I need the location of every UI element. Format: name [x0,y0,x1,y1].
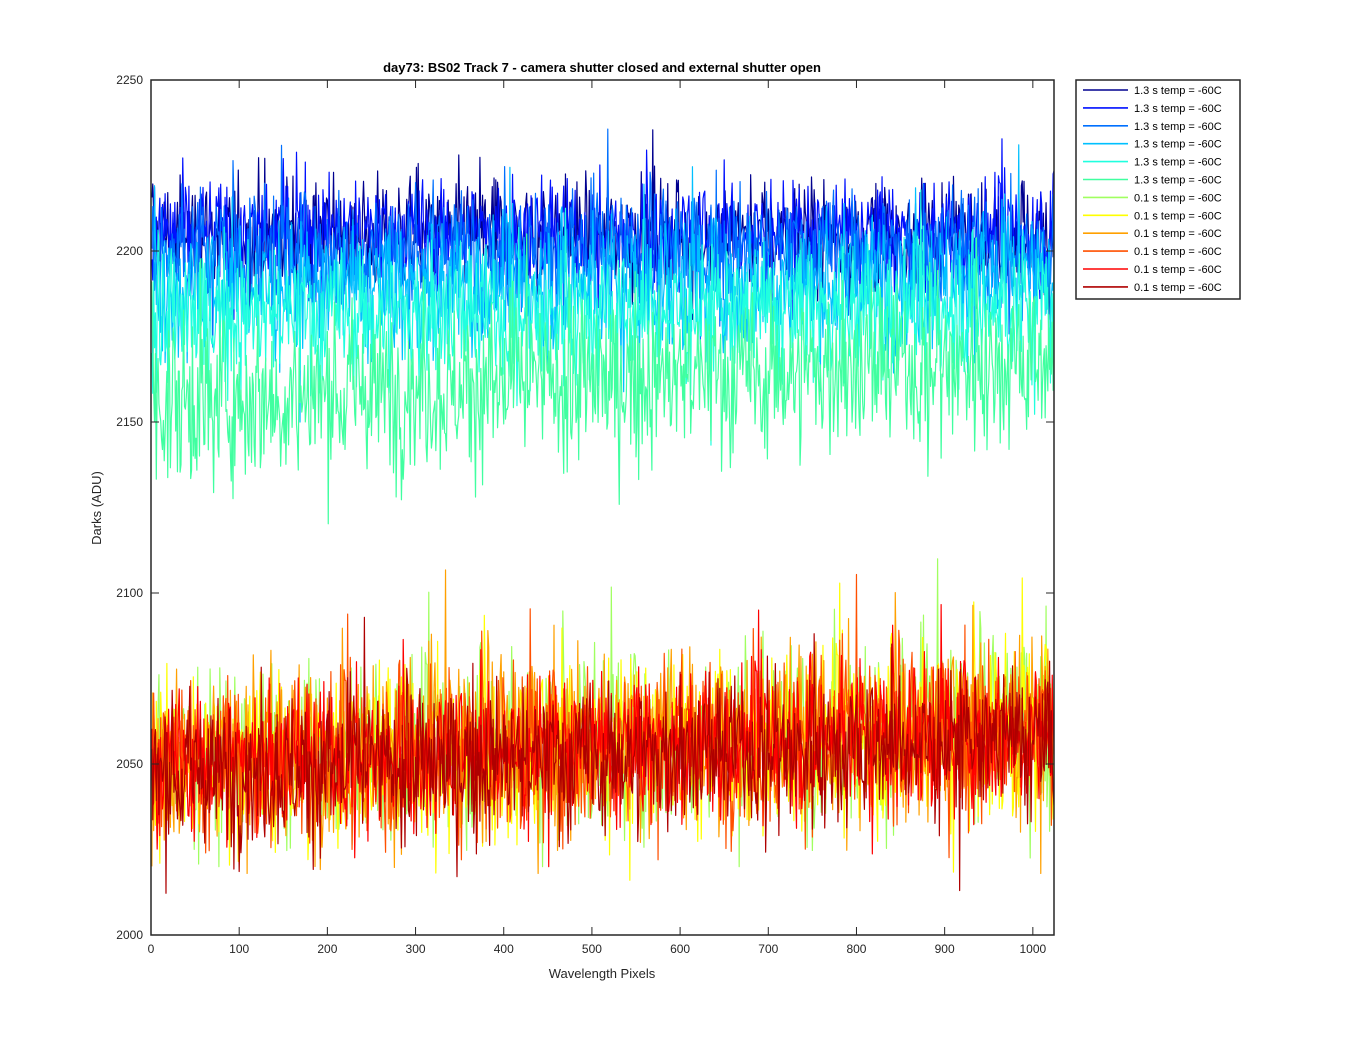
series-line-6 [151,233,1054,525]
legend-box [1075,79,1241,300]
x-axis-label: Wavelength Pixels [549,966,656,981]
legend-entry: 1.3 s temp = -60C [1134,157,1222,169]
series-layer [151,128,1054,894]
legend-entry: 1.3 s temp = -60C [1134,175,1222,187]
x-axis: 0 100 200 300 400 500 600 700 800 900 1000 [148,80,1047,956]
x-tick-label: 600 [670,942,690,956]
legend-entry: 1.3 s temp = -60C [1134,139,1222,151]
legend-entry: 1.3 s temp = -60C [1134,103,1222,115]
x-tick-label: 800 [846,942,866,956]
x-tick-label: 900 [935,942,955,956]
series-line-5 [151,189,1054,446]
legend-entry: 0.1 s temp = -60C [1134,264,1222,276]
legend-entry: 0.1 s temp = -60C [1134,210,1222,222]
y-tick-label: 2200 [116,244,143,258]
x-tick-label: 100 [229,942,249,956]
x-tick-label: 700 [758,942,778,956]
legend-entry: 1.3 s temp = -60C [1134,121,1222,133]
chart-title: day73: BS02 Track 7 - camera shutter clo… [383,60,821,75]
axes-box [150,79,1055,936]
legend: 1.3 s temp = -60C 1.3 s temp = -60C 1.3 s … [1075,79,1241,300]
y-tick-label: 2000 [116,928,143,942]
x-tick-label: 400 [494,942,514,956]
series-line-12 [151,616,1054,894]
legend-entry: 0.1 s temp = -60C [1134,192,1222,204]
x-tick-label: 500 [582,942,602,956]
legend-entry: 0.1 s temp = -60C [1134,282,1222,294]
y-tick-label: 2250 [116,73,143,87]
legend-entry: 1.3 s temp = -60C [1134,85,1222,97]
y-axis-label: Darks (ADU) [89,471,104,545]
y-tick-label: 2100 [116,586,143,600]
y-tick-label: 2150 [116,415,143,429]
y-axis: 2000 2050 2100 2150 2200 2250 [116,73,1054,942]
x-tick-label: 300 [406,942,426,956]
x-tick-label: 1000 [1019,942,1046,956]
x-tick-label: 200 [317,942,337,956]
legend-entry: 0.1 s temp = -60C [1134,246,1222,258]
x-tick-label: 0 [148,942,155,956]
y-tick-label: 2050 [116,757,143,771]
legend-entry: 0.1 s temp = -60C [1134,228,1222,240]
